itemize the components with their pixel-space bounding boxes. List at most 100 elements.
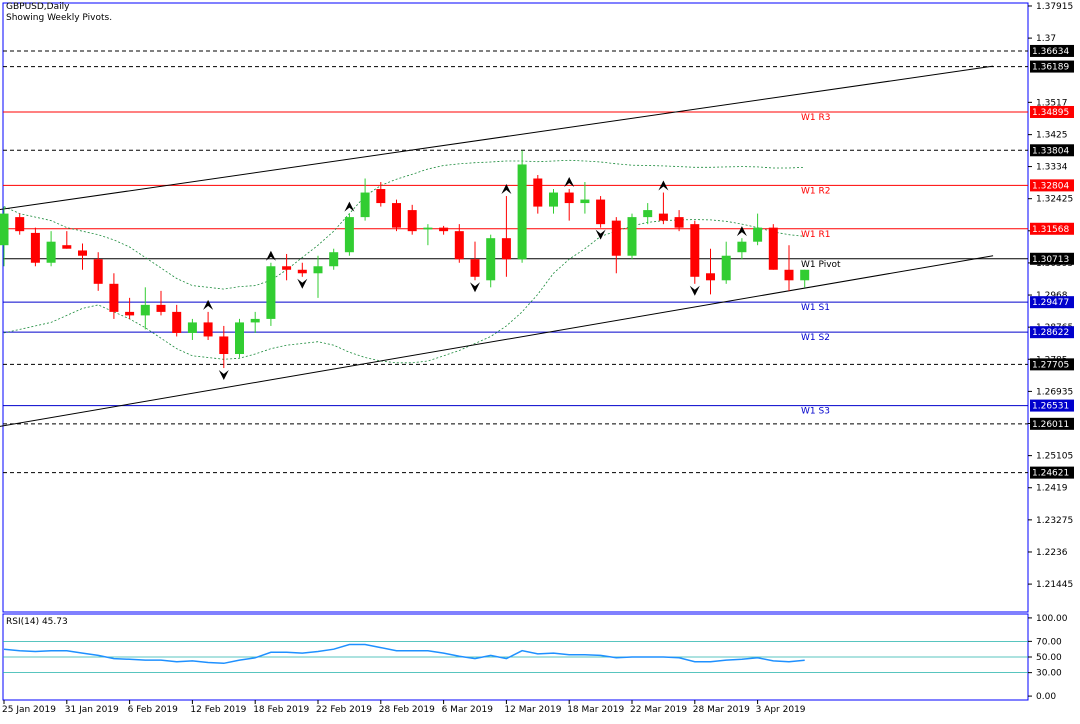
rsi-tick-label: 30.00 (1036, 669, 1062, 679)
candle-body (549, 192, 558, 207)
candle-body (423, 227, 433, 230)
candle-body (721, 255, 731, 281)
y-tick-label: 1.2419 (1036, 484, 1068, 494)
y-tick-label: 1.37915 (1036, 2, 1073, 12)
candle-body (533, 178, 543, 207)
x-tick-label: 25 Jan 2019 (2, 705, 56, 715)
candle-body (235, 322, 244, 355)
pivot-label: W1 R2 (801, 186, 830, 196)
trendline (0, 65, 994, 211)
rsi-tick-label: 70.00 (1036, 637, 1062, 647)
candle-body (392, 203, 401, 228)
y-tick-label: 1.2236 (1036, 548, 1068, 558)
y-tick-label: 1.3425 (1036, 131, 1068, 141)
fractal-up-icon (203, 299, 214, 310)
candle-body (486, 238, 496, 281)
y-tick-label: 1.37 (1036, 34, 1056, 44)
candle-body (439, 227, 449, 232)
fractal-up-icon (501, 184, 512, 195)
price-box (1030, 326, 1074, 339)
x-tick-label: 31 Jan 2019 (65, 705, 119, 715)
envelope-upper (3, 159, 805, 290)
fractal-up-icon (658, 180, 669, 191)
price-box (1030, 296, 1074, 309)
price-box-label: 1.24621 (1032, 469, 1069, 479)
candle-body (768, 227, 778, 270)
price-box (1030, 144, 1074, 157)
price-box (1030, 358, 1074, 371)
candle-body (30, 232, 40, 263)
rsi-label: RSI(14) 45.73 (6, 617, 68, 627)
x-tick-label: 18 Mar 2019 (567, 705, 624, 715)
price-box-label: 1.33804 (1032, 146, 1069, 156)
candle-body (62, 245, 72, 249)
price-box-label: 1.31568 (1032, 225, 1069, 235)
candle-body (156, 304, 166, 312)
fractal-up-icon (344, 201, 355, 212)
x-tick-label: 3 Apr 2019 (756, 705, 806, 715)
y-tick-label: 1.21445 (1036, 580, 1073, 590)
candle-body (674, 217, 684, 228)
candle-body (643, 210, 653, 218)
fractal-up-icon (265, 250, 276, 261)
price-box (1030, 222, 1074, 235)
candle-body (15, 217, 25, 232)
candle-body (219, 336, 229, 355)
fractal-down-icon (689, 285, 700, 296)
candle-body (203, 322, 213, 337)
candle-body (344, 217, 354, 253)
price-box-label: 1.29477 (1032, 298, 1069, 308)
candle-body (501, 238, 511, 260)
candle-body (297, 269, 307, 274)
fractal-up-icon (564, 177, 575, 188)
fractal-down-icon (470, 282, 480, 293)
candle-body (78, 250, 87, 256)
x-tick-label: 6 Feb 2019 (128, 705, 179, 715)
price-box (1030, 399, 1074, 412)
x-tick-label: 28 Feb 2019 (379, 705, 435, 715)
x-tick-label: 28 Mar 2019 (693, 705, 750, 715)
candle-body (690, 224, 700, 277)
pivot-label: W1 R3 (801, 113, 830, 123)
candle-body (125, 311, 135, 316)
candle-body (109, 283, 119, 312)
price-box (1030, 105, 1074, 118)
y-tick-label: 1.25105 (1036, 452, 1073, 462)
candle-body (187, 322, 197, 333)
candle-body (329, 252, 339, 267)
fractal-down-icon (218, 370, 229, 381)
pivot-label: W1 R1 (801, 230, 830, 240)
candle-body (596, 199, 606, 225)
y-tick-label: 1.3517 (1036, 98, 1068, 108)
price-box-label: 1.32804 (1032, 181, 1069, 191)
candle-body (454, 231, 464, 260)
y-tick-label: 1.2968 (1036, 291, 1068, 301)
price-box (1030, 60, 1074, 73)
candle-body (0, 213, 9, 246)
candle-body (313, 266, 323, 274)
fractal-up-icon (736, 226, 747, 237)
candle-body (784, 269, 794, 281)
price-box-label: 1.26011 (1032, 420, 1069, 430)
candle-body (580, 199, 590, 204)
candle-body (282, 266, 292, 270)
envelope-lower (3, 219, 805, 364)
fractal-down-icon (595, 229, 606, 240)
price-box-label: 1.27705 (1032, 360, 1069, 370)
candle-body (753, 227, 763, 242)
pivot-label: W1 S3 (801, 407, 830, 417)
rsi-tick-label: 100.00 (1036, 614, 1068, 624)
candle-body (627, 217, 637, 256)
chart-symbol-title: GBPUSD,Daily (6, 2, 70, 12)
x-tick-label: 22 Feb 2019 (316, 705, 372, 715)
y-tick-label: 1.26935 (1036, 387, 1073, 397)
candle-body (800, 269, 810, 281)
y-tick-label: 1.32425 (1036, 195, 1073, 205)
candle-body (737, 241, 747, 253)
candle-body (93, 259, 103, 284)
x-tick-label: 6 Mar 2019 (442, 705, 494, 715)
price-box-label: 1.30713 (1032, 255, 1069, 265)
price-box-label: 1.26531 (1032, 402, 1069, 412)
candle-body (266, 266, 276, 319)
